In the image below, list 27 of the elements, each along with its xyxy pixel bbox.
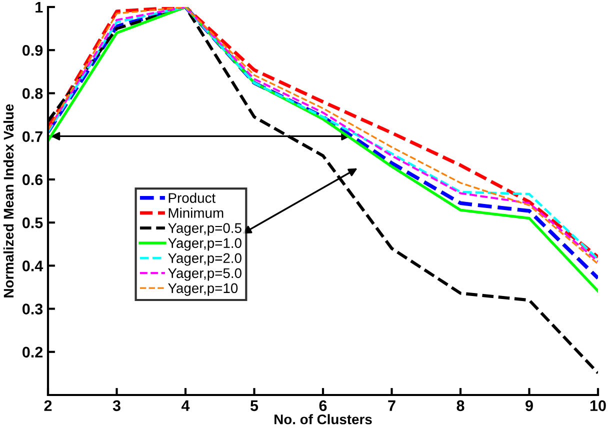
x-tick-label: 3 (112, 400, 120, 412)
y-tick-label: 0.3 (22, 304, 43, 314)
legend-label: Yager,p=2.0 (168, 253, 242, 266)
y-tick-label: 1 (36, 2, 43, 13)
x-tick-label: 5 (250, 400, 258, 412)
y-axis-title: Normalized Mean Index Value (3, 104, 14, 298)
legend-label: Yager,p=10 (168, 283, 238, 296)
x-tick-label: 4 (181, 400, 190, 411)
legend-label: Yager,p=1.0 (168, 238, 242, 251)
x-tick-label: 2 (44, 400, 52, 411)
y-tick-label: 0.2 (22, 346, 43, 358)
legend-label: Minimum (168, 208, 224, 218)
x-tick-label: 9 (526, 400, 533, 412)
x-tick-label: 7 (388, 400, 396, 411)
y-tick-label: 0.8 (22, 88, 43, 99)
y-tick-label: 0.4 (22, 260, 44, 272)
y-tick-label: 0.6 (22, 174, 43, 186)
x-tick-label: 10 (590, 400, 606, 412)
y-tick-label: 0.7 (22, 131, 42, 142)
legend-label: Product (168, 192, 216, 203)
x-tick-label: 8 (456, 400, 464, 412)
legend-label: Yager,p=5.0 (168, 268, 242, 281)
x-tick-label: 6 (319, 400, 327, 412)
y-tick-label: 0.5 (22, 217, 43, 228)
legend-label: Yager,p=0.5 (168, 223, 242, 236)
x-axis-title: No. of Clusters (274, 414, 372, 424)
y-tick-label: 0.9 (22, 44, 43, 56)
